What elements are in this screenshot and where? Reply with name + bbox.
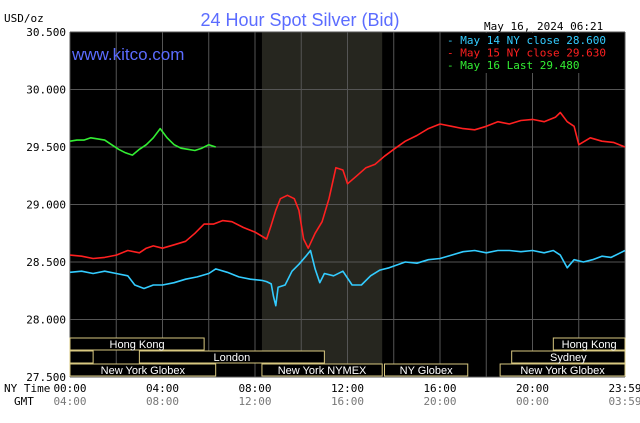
price-series bbox=[69, 111, 626, 307]
session-label: London bbox=[214, 352, 251, 364]
x-tick-gmt: 20:00 bbox=[423, 395, 456, 408]
x-tick-ny: 20:00 bbox=[516, 382, 549, 395]
watermark: www.kitco.com bbox=[71, 45, 184, 64]
x-tick-gmt: 03:59 bbox=[608, 395, 640, 408]
y-tick-label: 30.500 bbox=[26, 26, 66, 39]
x-tick-gmt: 16:00 bbox=[331, 395, 364, 408]
session-box-outline bbox=[552, 337, 626, 351]
y-tick-label: 29.000 bbox=[26, 199, 66, 212]
unit-label: USD/oz bbox=[4, 12, 44, 25]
gmt-label: GMT bbox=[14, 395, 34, 408]
session-box: Hong Kong bbox=[69, 337, 205, 351]
session-box-outline bbox=[511, 350, 626, 364]
series-line-1 bbox=[69, 111, 626, 260]
x-axis-ticks: 00:0004:0004:0008:0008:0012:0012:0016:00… bbox=[53, 382, 640, 408]
x-tick-ny: 12:00 bbox=[331, 382, 364, 395]
y-tick-label: 27.500 bbox=[26, 371, 66, 384]
session-box-outline bbox=[69, 337, 205, 351]
session-box-outline bbox=[138, 350, 325, 364]
grid-lines bbox=[69, 31, 626, 378]
session-box-outline bbox=[261, 363, 383, 377]
session-box-outline bbox=[384, 363, 469, 377]
x-tick-gmt: 12:00 bbox=[238, 395, 271, 408]
legend-entry: - May 16 Last 29.480 bbox=[447, 59, 579, 72]
session-label: Hong Kong bbox=[562, 339, 617, 351]
session-box: New York Globex bbox=[69, 363, 217, 377]
session-box: NY Globex bbox=[384, 363, 469, 377]
session-box bbox=[69, 350, 94, 364]
session-box: New York Globex bbox=[499, 363, 626, 377]
x-tick-ny: 23:59 bbox=[608, 382, 640, 395]
x-tick-ny: 16:00 bbox=[423, 382, 456, 395]
x-tick-gmt: 04:00 bbox=[53, 395, 86, 408]
legend-entry: - May 15 NY close 29.630 bbox=[447, 47, 606, 60]
legend-entry: - May 14 NY close 28.600 bbox=[447, 34, 606, 47]
y-tick-label: 29.500 bbox=[26, 141, 66, 154]
legend-background bbox=[443, 33, 621, 73]
session-label: New York Globex bbox=[520, 365, 605, 377]
x-tick-gmt: 00:00 bbox=[516, 395, 549, 408]
ny-time-label: NY Time bbox=[4, 382, 50, 395]
session-box-outline bbox=[69, 350, 94, 364]
x-tick-ny: 00:00 bbox=[53, 382, 86, 395]
session-label: NY Globex bbox=[400, 365, 453, 377]
y-tick-label: 28.500 bbox=[26, 256, 66, 269]
x-tick-gmt: 08:00 bbox=[146, 395, 179, 408]
chart-title: 24 Hour Spot Silver (Bid) bbox=[200, 10, 399, 30]
timestamp: May 16, 2024 06:21 bbox=[484, 20, 603, 33]
session-box-outline bbox=[69, 363, 217, 377]
session-box-outline bbox=[499, 363, 626, 377]
session-box: New York NYMEX bbox=[261, 363, 383, 377]
session-label: New York Globex bbox=[101, 365, 186, 377]
session-label: Hong Kong bbox=[110, 339, 165, 351]
y-tick-label: 30.000 bbox=[26, 84, 66, 97]
session-label: New York NYMEX bbox=[278, 365, 367, 377]
session-label: Sydney bbox=[550, 352, 587, 364]
session-box: Sydney bbox=[511, 350, 626, 364]
series-line-0 bbox=[69, 249, 626, 307]
x-tick-ny: 08:00 bbox=[238, 382, 271, 395]
y-axis-ticks: 27.500 28.000 28.500 29.000 29.500 30.000 30.5… bbox=[26, 26, 66, 384]
session-box: Hong Kong bbox=[552, 337, 626, 351]
y-tick-label: 28.000 bbox=[26, 314, 66, 327]
legend: - May 14 NY close 28.600- May 15 NY clos… bbox=[443, 33, 621, 73]
session-box: London bbox=[138, 350, 325, 364]
series-line-2 bbox=[69, 127, 216, 156]
x-tick-ny: 04:00 bbox=[146, 382, 179, 395]
